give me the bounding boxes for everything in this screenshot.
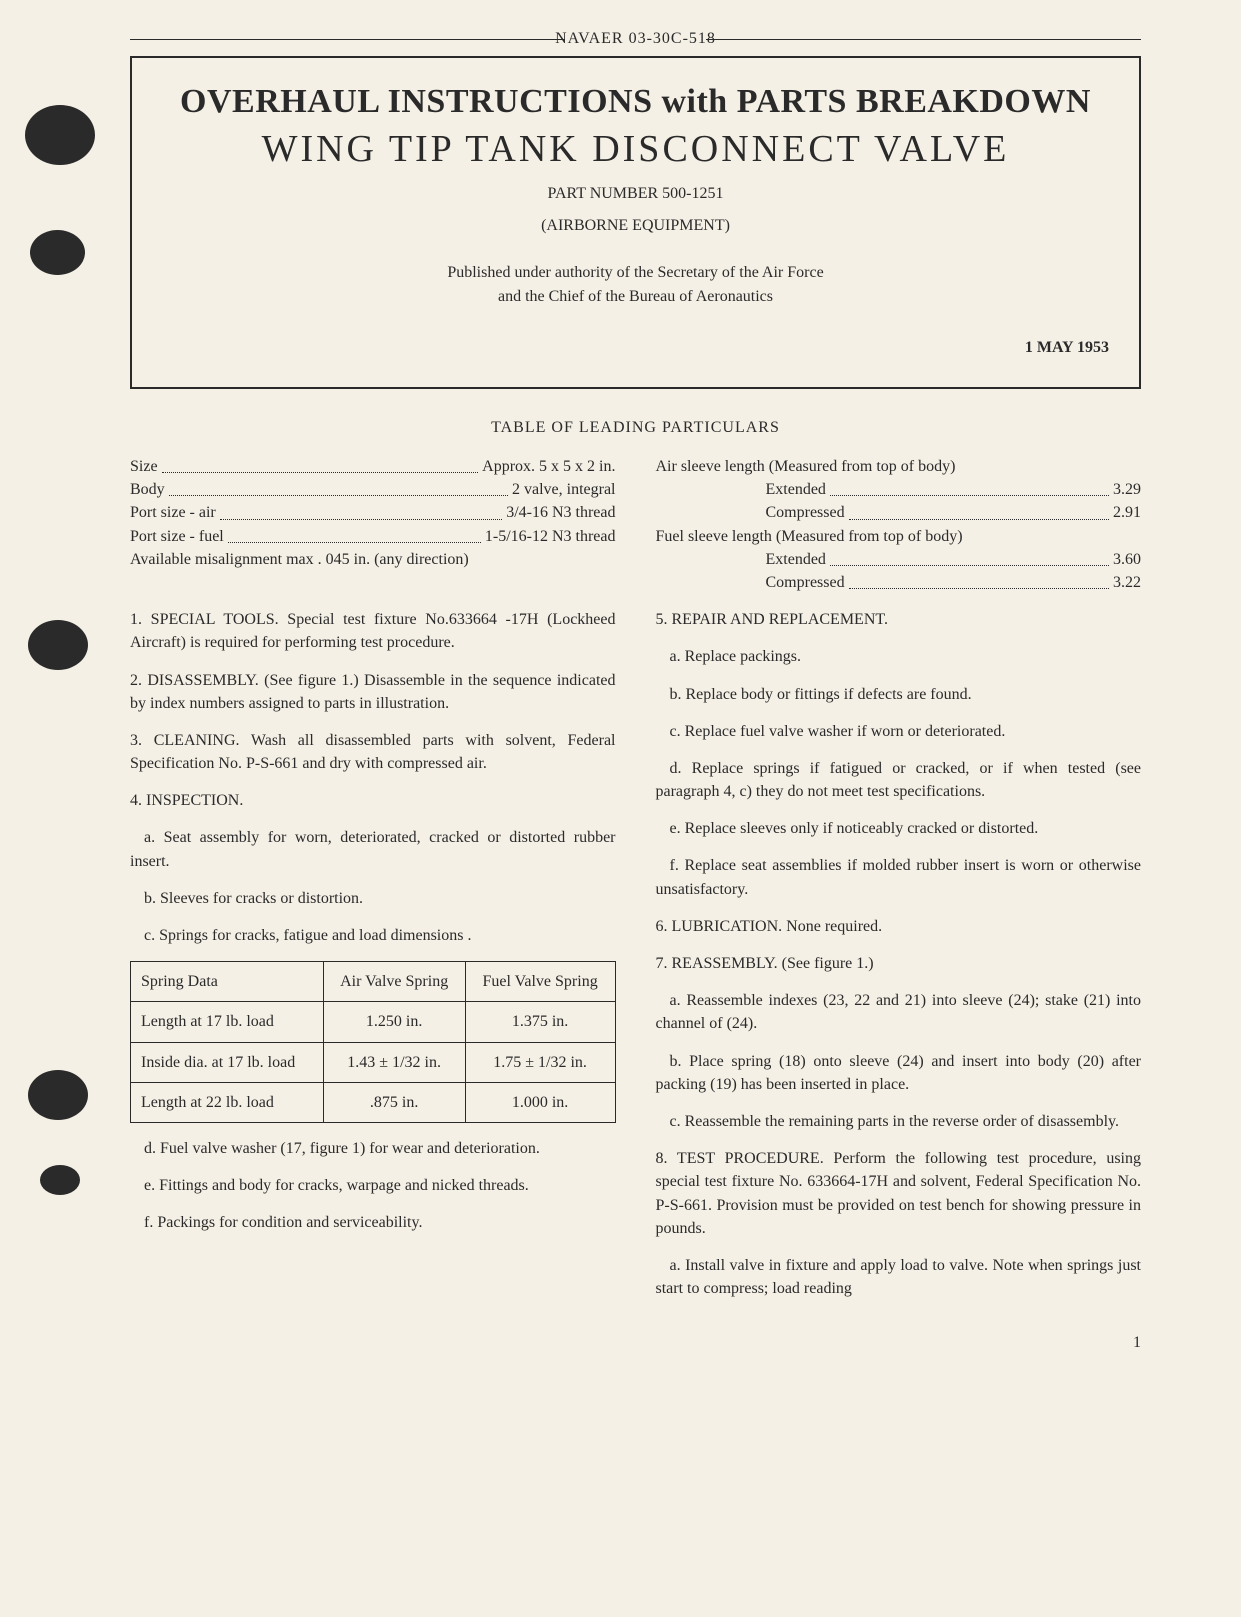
para-5a: a. Replace packings. [656, 645, 1142, 668]
punch-hole [28, 1070, 88, 1120]
para-4b: b. Sleeves for cracks or distortion. [130, 887, 616, 910]
section-heading: TABLE OF LEADING PARTICULARS [130, 419, 1141, 437]
punch-hole [28, 620, 88, 670]
para-5c: c. Replace fuel valve washer if worn or … [656, 720, 1142, 743]
table-cell: .875 in. [323, 1082, 465, 1122]
table-cell: 1.43 ± 1/32 in. [323, 1042, 465, 1082]
para-5: 5. REPAIR AND REPLACEMENT. [656, 608, 1142, 631]
para-5f: f. Replace seat assemblies if molded rub… [656, 854, 1142, 900]
spec-value: 3.60 [1113, 548, 1141, 571]
table-cell: Length at 22 lb. load [131, 1082, 324, 1122]
table-cell: Inside dia. at 17 lb. load [131, 1042, 324, 1082]
para-5e: e. Replace sleeves only if noticeably cr… [656, 817, 1142, 840]
para-2: 2. DISASSEMBLY. (See figure 1.) Disassem… [130, 669, 616, 715]
para-4d: d. Fuel valve washer (17, figure 1) for … [130, 1137, 616, 1160]
spec-label: Extended [766, 548, 826, 571]
para-7c: c. Reassemble the remaining parts in the… [656, 1110, 1142, 1133]
spec-label: Port size - fuel [130, 525, 224, 548]
para-4c: c. Springs for cracks, fatigue and load … [130, 924, 616, 947]
auth-line2: and the Chief of the Bureau of Aeronauti… [498, 288, 773, 305]
page-number: 1 [130, 1334, 1141, 1352]
para-4a: a. Seat assembly for worn, deteriorated,… [130, 826, 616, 872]
spec-value: 1-5/16-12 N3 thread [485, 525, 616, 548]
table-cell: 1.75 ± 1/32 in. [465, 1042, 615, 1082]
table-cell: 1.375 in. [465, 1002, 615, 1042]
para-3: 3. CLEANING. Wash all disassembled parts… [130, 729, 616, 775]
para-7a: a. Reassemble indexes (23, 22 and 21) in… [656, 989, 1142, 1035]
document-page: NAVAER 03-30C-518 OVERHAUL INSTRUCTIONS … [0, 0, 1241, 1382]
authority-text: Published under authority of the Secreta… [162, 261, 1109, 309]
title-box: OVERHAUL INSTRUCTIONS with PARTS BREAKDO… [130, 56, 1141, 389]
left-column: 1. SPECIAL TOOLS. Special test fixture N… [130, 608, 616, 1314]
equipment-type: (AIRBORNE EQUIPMENT) [162, 217, 1109, 235]
doc-number: NAVAER 03-30C-518 [130, 30, 1141, 48]
para-8: 8. TEST PROCEDURE. Perform the following… [656, 1147, 1142, 1240]
para-5d: d. Replace springs if fatigued or cracke… [656, 757, 1142, 803]
spec-value: Approx. 5 x 5 x 2 in. [482, 455, 615, 478]
punch-hole [40, 1165, 80, 1195]
para-4: 4. INSPECTION. [130, 789, 616, 812]
table-row: Length at 17 lb. load 1.250 in. 1.375 in… [131, 1002, 616, 1042]
table-row: Inside dia. at 17 lb. load 1.43 ± 1/32 i… [131, 1042, 616, 1082]
table-cell: 1.000 in. [465, 1082, 615, 1122]
table-header: Fuel Valve Spring [465, 962, 615, 1002]
spec-label: Size [130, 455, 158, 478]
title-line1: OVERHAUL INSTRUCTIONS with PARTS BREAKDO… [162, 83, 1109, 121]
part-number: PART NUMBER 500-1251 [162, 185, 1109, 203]
specs-left: Size Approx. 5 x 5 x 2 in. Body 2 valve, i… [130, 455, 616, 608]
specs-row: Size Approx. 5 x 5 x 2 in. Body 2 valve, i… [130, 455, 1141, 608]
spec-label: Compressed [766, 501, 845, 524]
para-4e: e. Fittings and body for cracks, warpage… [130, 1174, 616, 1197]
spec-value: 3/4-16 N3 thread [506, 501, 615, 524]
spec-value: 2 valve, integral [512, 478, 616, 501]
spec-label: Extended [766, 478, 826, 501]
auth-line1: Published under authority of the Secreta… [447, 264, 823, 281]
punch-hole [30, 230, 85, 275]
spring-data-table: Spring Data Air Valve Spring Fuel Valve … [130, 961, 616, 1123]
spec-value: 3.29 [1113, 478, 1141, 501]
para-8a: a. Install valve in fixture and apply lo… [656, 1254, 1142, 1300]
para-7: 7. REASSEMBLY. (See figure 1.) [656, 952, 1142, 975]
para-7b: b. Place spring (18) onto sleeve (24) an… [656, 1050, 1142, 1096]
spec-value: 3.22 [1113, 571, 1141, 594]
spec-heading: Fuel sleeve length (Measured from top of… [656, 525, 1142, 548]
body-columns: 1. SPECIAL TOOLS. Special test fixture N… [130, 608, 1141, 1314]
punch-hole [25, 105, 95, 165]
spec-value: 2.91 [1113, 501, 1141, 524]
specs-right: Air sleeve length (Measured from top of … [656, 455, 1142, 608]
table-header: Spring Data [131, 962, 324, 1002]
spec-label: Body [130, 478, 165, 501]
publication-date: 1 MAY 1953 [162, 339, 1109, 357]
para-1: 1. SPECIAL TOOLS. Special test fixture N… [130, 608, 616, 654]
table-row: Length at 22 lb. load .875 in. 1.000 in. [131, 1082, 616, 1122]
spec-line: Available misalignment max . 045 in. (an… [130, 548, 616, 571]
right-column: 5. REPAIR AND REPLACEMENT. a. Replace pa… [656, 608, 1142, 1314]
title-line2: WING TIP TANK DISCONNECT VALVE [162, 127, 1109, 171]
table-cell: Length at 17 lb. load [131, 1002, 324, 1042]
spec-heading: Air sleeve length (Measured from top of … [656, 455, 1142, 478]
para-5b: b. Replace body or fittings if defects a… [656, 683, 1142, 706]
para-6: 6. LUBRICATION. None required. [656, 915, 1142, 938]
spec-label: Port size - air [130, 501, 216, 524]
para-4f: f. Packings for condition and serviceabi… [130, 1211, 616, 1234]
table-cell: 1.250 in. [323, 1002, 465, 1042]
table-header: Air Valve Spring [323, 962, 465, 1002]
spec-label: Compressed [766, 571, 845, 594]
